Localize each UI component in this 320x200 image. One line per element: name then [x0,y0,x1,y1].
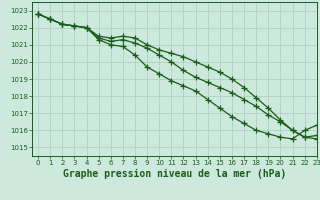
X-axis label: Graphe pression niveau de la mer (hPa): Graphe pression niveau de la mer (hPa) [63,169,286,179]
